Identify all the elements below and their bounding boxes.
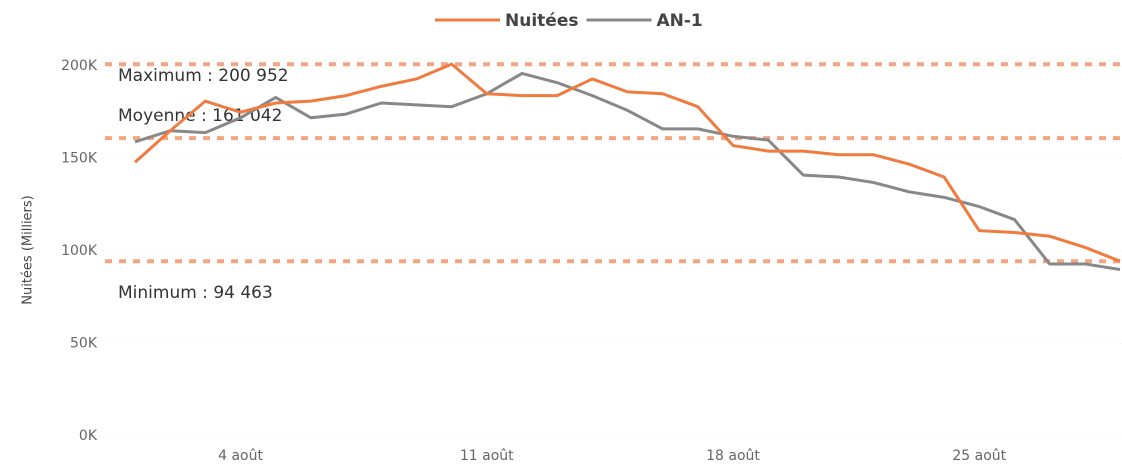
series-line xyxy=(134,71,1121,271)
y-tick-label: 0K xyxy=(79,428,98,444)
x-tick-label: 25 août xyxy=(952,448,1006,464)
y-tick-label: 200K xyxy=(61,58,98,74)
y-axis-title: Nuitées (Milliers) xyxy=(21,195,36,305)
series-line xyxy=(134,62,1121,263)
reference-label: Minimum : 94 463 xyxy=(118,283,273,303)
legend-label: Nuitées xyxy=(505,11,578,31)
legend-label: AN-1 xyxy=(656,11,702,31)
x-tick-label: 18 août xyxy=(706,448,760,464)
x-tick-label: 11 août xyxy=(460,448,514,464)
y-tick-label: 150K xyxy=(61,151,98,167)
y-tick-label: 50K xyxy=(70,336,98,352)
reference-label: Maximum : 200 952 xyxy=(118,66,289,86)
y-tick-label: 100K xyxy=(61,243,98,259)
x-tick-label: 4 août xyxy=(218,448,263,464)
